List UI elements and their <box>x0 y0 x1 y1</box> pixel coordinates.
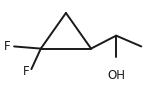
Text: F: F <box>23 65 30 78</box>
Text: F: F <box>4 40 11 53</box>
Text: OH: OH <box>107 69 125 82</box>
